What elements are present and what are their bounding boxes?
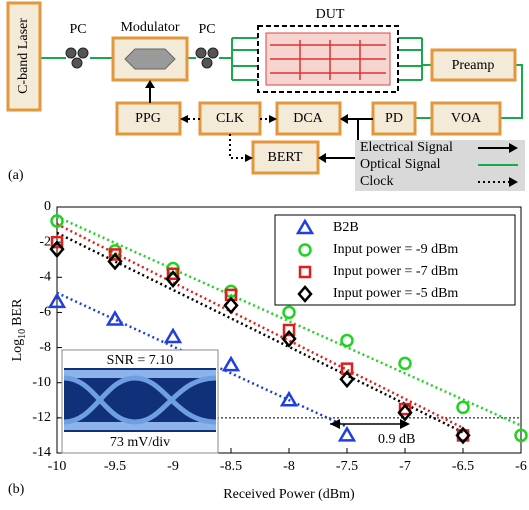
legend-label: B2B	[333, 220, 359, 235]
x-tick-label: -8	[283, 459, 295, 474]
y-tick-label: -10	[32, 375, 51, 390]
y-tick-label: -8	[39, 340, 51, 355]
marker	[400, 358, 411, 369]
y-tick-label: -2	[39, 234, 51, 249]
legend-label: Input power = -9 dBm	[333, 242, 458, 257]
node-label: CLK	[216, 111, 244, 126]
annotation: 73 mV/div	[110, 435, 170, 450]
marker	[458, 402, 469, 413]
node-label: PC	[69, 22, 86, 37]
legend-label: Clock	[360, 174, 393, 189]
x-tick-label: -7.5	[336, 459, 358, 474]
y-label-part: BER	[10, 298, 25, 326]
node-label: DUT	[316, 7, 345, 22]
x-tick-label: -7	[399, 459, 411, 474]
legend-label: Electrical Signal	[360, 140, 453, 155]
y-tick-label: -14	[32, 445, 51, 460]
pc-icon	[66, 48, 88, 68]
x-tick-label: -9	[167, 459, 179, 474]
node-label: VOA	[451, 111, 482, 126]
panel-label: (b)	[8, 482, 25, 497]
x-tick-label: -6.5	[452, 459, 474, 474]
panel-label: (a)	[8, 168, 24, 183]
legend-label: Input power = -5 dBm	[333, 286, 458, 301]
eye-inset: SNR = 7.10 73 mV/div	[62, 350, 218, 453]
legend-label: Input power = -7 dBm	[333, 264, 458, 279]
marker	[284, 307, 295, 318]
modulator-icon	[125, 49, 175, 69]
marker	[166, 330, 180, 342]
node-label: Preamp	[452, 58, 495, 73]
y-label-part: Log	[10, 339, 25, 362]
marker	[224, 358, 238, 370]
figure: C-band Laser PC Modulator PC DUT Preamp …	[0, 0, 529, 510]
x-tick-label: -8.5	[220, 459, 242, 474]
diagram: C-band Laser PC Modulator PC DUT Preamp …	[8, 3, 525, 191]
legend-label: Optical Signal	[360, 157, 441, 172]
marker	[340, 428, 354, 440]
node-label: DCA	[293, 111, 323, 126]
y-tick-label: -4	[39, 270, 51, 285]
y-axis-label: Log10 BER	[10, 298, 28, 361]
x-tick-label: -6	[515, 459, 527, 474]
y-tick-label: -12	[32, 410, 51, 425]
marker	[342, 335, 353, 346]
x-tick-label: -9.5	[104, 459, 126, 474]
x-tick-label: -10	[48, 459, 67, 474]
node-label: PC	[198, 22, 215, 37]
node-label: PD	[385, 111, 403, 126]
annotation: 0.9 dB	[378, 432, 415, 447]
node-label: PPG	[135, 111, 161, 126]
node-label: Modulator	[120, 20, 179, 35]
y-tick-label: 0	[44, 199, 51, 214]
node-label: BERT	[268, 150, 303, 165]
annotation: SNR = 7.10	[107, 353, 174, 368]
node-label: C-band Laser	[16, 18, 31, 94]
pc-icon	[196, 48, 218, 68]
x-axis-label: Received Power (dBm)	[223, 487, 355, 502]
y-label-part: 10	[17, 329, 28, 339]
marker	[108, 312, 122, 324]
